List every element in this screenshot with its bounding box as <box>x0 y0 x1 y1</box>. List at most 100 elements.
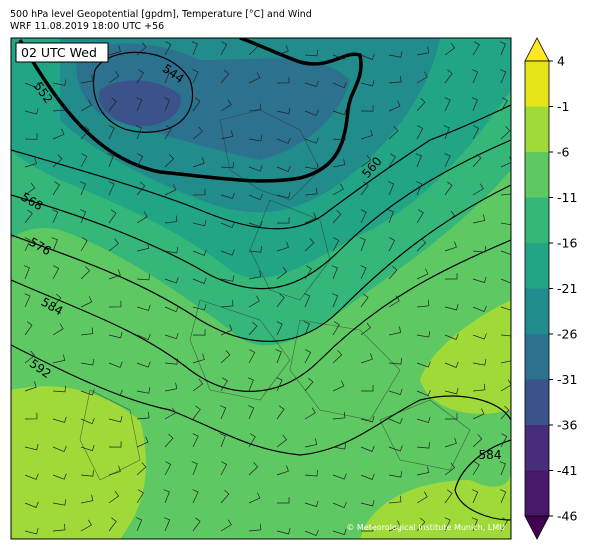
wind-barb <box>276 405 285 420</box>
contour-576 <box>11 184 511 342</box>
wind-barb <box>388 471 403 478</box>
wind-barb <box>443 125 450 140</box>
wind-barb <box>51 237 58 252</box>
map: 544 552 560 568 576 584 592 584 © Meteor… <box>11 38 511 539</box>
wind-barb <box>388 100 401 112</box>
wind-barb <box>360 416 375 423</box>
wind-barb <box>444 333 459 340</box>
wind-barb <box>52 265 60 280</box>
wind-barb <box>164 433 174 448</box>
wind-barb <box>276 321 283 336</box>
wind-barb <box>387 209 394 224</box>
colorbar: 4 -1 -6 -11 -16 -21 -26 -31 -36 -41 -46 <box>524 37 577 540</box>
wind-barb <box>500 334 511 337</box>
wind-barb <box>52 445 67 453</box>
wind-barb <box>304 238 315 252</box>
wind-barb <box>192 219 207 227</box>
map-frame <box>10 37 512 540</box>
wind-barb <box>332 82 347 89</box>
wind-barb <box>136 153 144 168</box>
wind-barb <box>24 237 31 252</box>
wind-barb <box>24 473 39 480</box>
wind-barb <box>304 187 318 196</box>
wind-barb <box>388 326 402 336</box>
wind-barb <box>192 69 199 84</box>
wind-barb <box>500 306 511 311</box>
wind-barb <box>332 108 347 116</box>
wind-barb <box>444 241 457 252</box>
wind-barb <box>220 324 233 336</box>
wind-barb <box>192 304 207 311</box>
wind-barb <box>304 212 317 224</box>
wind-barb <box>52 128 65 140</box>
wind-barb <box>332 209 342 224</box>
wind-barb <box>304 80 319 87</box>
wind-barb <box>52 499 67 506</box>
wind-barb <box>332 502 347 509</box>
wind-barb <box>304 349 312 364</box>
wind-barb <box>276 45 289 56</box>
wind-barb <box>472 359 487 366</box>
wind-barb <box>164 184 177 196</box>
wind-barb <box>220 161 234 169</box>
wind-barb <box>80 494 94 504</box>
wind-barb <box>107 153 114 168</box>
wind-barb <box>248 246 262 253</box>
wind-barb <box>332 134 346 141</box>
wind-barb <box>472 305 487 313</box>
wind-barb <box>220 350 231 364</box>
wind-barb <box>388 51 403 58</box>
wind-barb <box>248 492 261 504</box>
wind-barb <box>332 350 343 364</box>
wind-barb <box>500 69 507 84</box>
wind-barb <box>332 293 339 308</box>
wind-barb <box>500 405 510 420</box>
colorbar-tick-label: -41 <box>557 463 577 478</box>
wind-barb <box>80 327 94 336</box>
colorbar-segment <box>525 152 549 198</box>
wind-barb <box>360 154 372 168</box>
wind-barb <box>220 221 235 229</box>
wind-barb <box>332 473 347 480</box>
wind-barb <box>416 390 431 397</box>
wind-barb <box>192 157 205 168</box>
subtitle: WRF 11.08.2019 18:00 UTC +56 <box>10 21 164 32</box>
colorbar-segment <box>525 470 549 516</box>
wind-barb <box>192 353 205 364</box>
time-label: 02 UTC Wed <box>21 45 97 60</box>
wind-barb <box>360 80 375 87</box>
wind-barb <box>360 105 374 112</box>
colorbar-under <box>524 515 550 540</box>
wind-barb <box>360 445 375 452</box>
wind-barb <box>80 389 95 396</box>
wind-barb <box>416 71 428 84</box>
wind-barb <box>332 380 345 392</box>
wind-barb <box>444 437 457 448</box>
wind-barb <box>24 381 37 392</box>
wind-barb <box>136 387 151 394</box>
wind-barb <box>248 72 261 84</box>
wind-barb <box>80 266 91 280</box>
wind-barb <box>416 238 427 252</box>
wind-barb <box>332 321 340 336</box>
wind-barb <box>500 126 511 140</box>
wind-barb <box>500 222 511 226</box>
wind-barb <box>24 293 31 308</box>
wind-barb <box>304 529 319 537</box>
wind-barb <box>220 377 228 392</box>
wind-barb <box>136 489 144 504</box>
wind-barb <box>52 354 66 364</box>
contour-568 <box>11 139 511 290</box>
wind-barb <box>108 70 120 84</box>
wind-barb <box>248 270 262 280</box>
contour-584b <box>454 439 511 521</box>
wind-barb <box>192 97 201 112</box>
colorbar-tick-label: 4 <box>557 54 565 69</box>
wind-barb <box>416 209 424 224</box>
wind-barb <box>24 157 37 168</box>
wind-barb <box>136 69 144 84</box>
credit: © Meteorological Institute Munich, LMU <box>346 523 505 532</box>
colorbar-tick-label: -46 <box>557 509 577 524</box>
wind-barb <box>445 413 458 420</box>
contour-584 <box>11 239 511 392</box>
